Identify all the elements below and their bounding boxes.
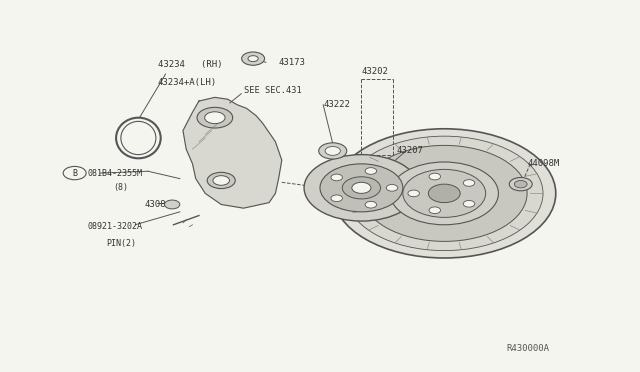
Circle shape — [429, 173, 440, 180]
Circle shape — [362, 145, 527, 241]
Circle shape — [387, 185, 397, 191]
Text: 43084: 43084 — [145, 200, 172, 209]
Circle shape — [319, 143, 347, 159]
Text: PIN(2): PIN(2) — [106, 239, 136, 248]
Circle shape — [331, 195, 342, 202]
Circle shape — [403, 169, 486, 217]
Circle shape — [333, 129, 556, 258]
Text: 43207: 43207 — [396, 147, 423, 155]
Text: 43234+A(LH): 43234+A(LH) — [157, 78, 216, 87]
Text: B: B — [72, 169, 77, 177]
Text: 44098M: 44098M — [527, 159, 559, 169]
Circle shape — [463, 180, 475, 186]
Circle shape — [352, 182, 371, 193]
Circle shape — [390, 162, 499, 225]
Circle shape — [207, 172, 236, 189]
Circle shape — [304, 155, 419, 221]
Circle shape — [515, 180, 527, 188]
Circle shape — [205, 112, 225, 124]
Circle shape — [463, 201, 475, 207]
Circle shape — [331, 174, 342, 181]
Text: 43222: 43222 — [323, 100, 350, 109]
Text: 081B4-2355M: 081B4-2355M — [88, 169, 143, 177]
Text: 08921-3202A: 08921-3202A — [88, 222, 143, 231]
Circle shape — [342, 177, 381, 199]
Polygon shape — [183, 97, 282, 208]
Text: 43173: 43173 — [278, 58, 305, 67]
Circle shape — [320, 164, 403, 212]
Circle shape — [213, 176, 230, 185]
Circle shape — [242, 52, 264, 65]
Circle shape — [365, 168, 376, 174]
Text: 43202: 43202 — [362, 67, 388, 76]
Text: SEE SEC.431: SEE SEC.431 — [244, 86, 301, 94]
Circle shape — [365, 201, 376, 208]
Circle shape — [509, 177, 532, 191]
Circle shape — [197, 108, 233, 128]
Circle shape — [248, 56, 258, 62]
Circle shape — [346, 136, 543, 251]
Text: (8): (8) — [113, 183, 128, 192]
Circle shape — [429, 207, 440, 214]
Text: 43234   (RH): 43234 (RH) — [157, 60, 222, 69]
Text: R430000A: R430000A — [506, 344, 549, 353]
Circle shape — [164, 200, 180, 209]
Circle shape — [408, 190, 419, 197]
Circle shape — [428, 184, 460, 203]
Circle shape — [325, 147, 340, 155]
